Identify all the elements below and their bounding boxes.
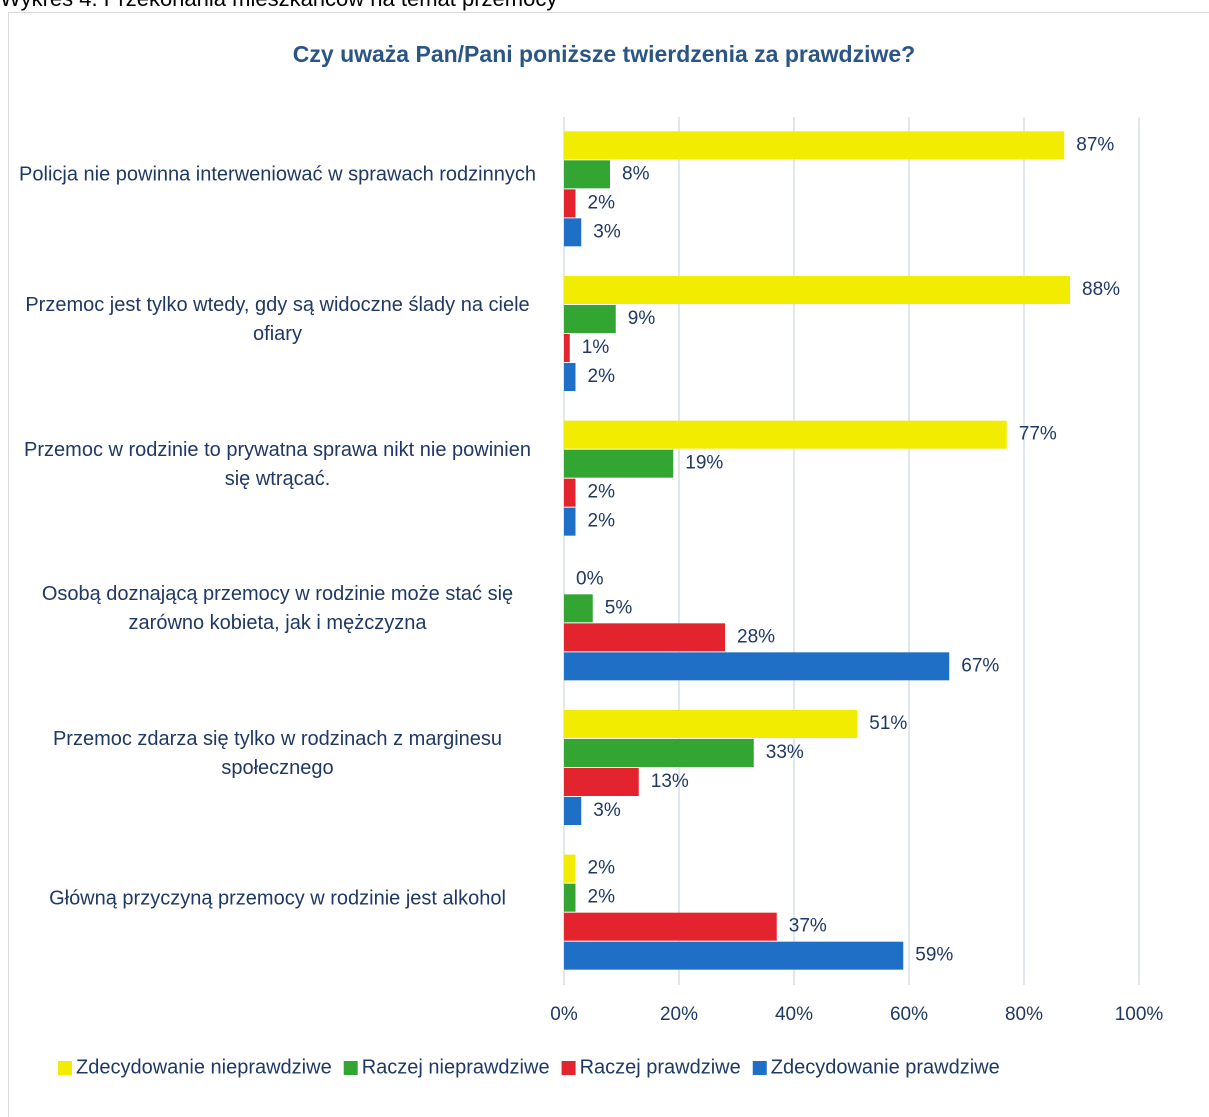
value-label: 88% bbox=[1082, 279, 1120, 300]
value-label: 2% bbox=[588, 366, 616, 387]
bar bbox=[564, 739, 754, 767]
legend-label: Raczej nieprawdziwe bbox=[362, 1056, 550, 1078]
bar bbox=[564, 189, 576, 218]
value-label: 77% bbox=[1019, 424, 1057, 445]
category-label: Przemoc zdarza się tylko w rodzinach z m… bbox=[52, 728, 503, 779]
bar bbox=[564, 768, 639, 796]
caption: Wykres 4. Przekonania mieszkańców na tem… bbox=[0, 0, 557, 12]
value-label: 2% bbox=[588, 511, 616, 532]
value-label: 33% bbox=[766, 742, 804, 763]
bar bbox=[564, 941, 904, 970]
legend-swatch bbox=[561, 1061, 576, 1075]
value-label: 5% bbox=[605, 597, 633, 618]
legend-swatch bbox=[752, 1061, 767, 1075]
value-label: 3% bbox=[593, 800, 621, 821]
value-label: 8% bbox=[622, 163, 650, 184]
legend-label: Zdecydowanie nieprawdziwe bbox=[76, 1056, 332, 1078]
x-tick-label: 20% bbox=[660, 1004, 698, 1025]
value-label: 2% bbox=[588, 858, 616, 879]
bar bbox=[564, 449, 674, 478]
chart-frame bbox=[8, 12, 1209, 1117]
value-label: 37% bbox=[789, 916, 827, 937]
category-label: Główną przyczyną przemocy w rodzinie jes… bbox=[49, 887, 506, 910]
category-label: Przemoc w rodzinie to prywatna sprawa ni… bbox=[24, 438, 531, 490]
bar bbox=[564, 883, 576, 912]
bar bbox=[564, 507, 576, 536]
bar bbox=[564, 854, 576, 883]
bar bbox=[564, 160, 610, 189]
category-label: Przemoc jest tylko wtedy, gdy są widoczn… bbox=[25, 294, 530, 345]
bar bbox=[564, 912, 777, 941]
bar bbox=[564, 420, 1007, 449]
value-label: 19% bbox=[685, 453, 723, 474]
chart-title: Czy uważa Pan/Pani poniższe twierdzenia … bbox=[293, 41, 915, 67]
value-label: 2% bbox=[588, 887, 616, 908]
x-tick-label: 100% bbox=[1115, 1004, 1164, 1025]
bar bbox=[564, 218, 582, 247]
legend-swatch bbox=[343, 1061, 358, 1075]
value-label: 28% bbox=[737, 626, 775, 647]
category-label: Osobą doznającą przemocy w rodzinie może… bbox=[41, 583, 514, 635]
bar bbox=[564, 594, 593, 623]
value-label: 9% bbox=[628, 308, 656, 329]
bar bbox=[564, 797, 582, 825]
legend-swatch bbox=[58, 1061, 72, 1075]
x-tick-label: 40% bbox=[775, 1004, 813, 1025]
bar bbox=[564, 334, 570, 362]
value-label: 0% bbox=[576, 568, 604, 589]
legend-label: Raczej prawdziwe bbox=[580, 1056, 741, 1078]
bar bbox=[564, 623, 725, 652]
value-label: 13% bbox=[651, 771, 689, 792]
value-label: 51% bbox=[869, 713, 907, 734]
bar bbox=[564, 710, 858, 738]
value-label: 87% bbox=[1076, 134, 1114, 155]
legend-label: Zdecydowanie prawdziwe bbox=[771, 1056, 1000, 1078]
value-label: 59% bbox=[915, 945, 953, 966]
bar bbox=[564, 305, 616, 333]
value-label: 1% bbox=[582, 337, 610, 358]
value-label: 2% bbox=[588, 482, 616, 503]
x-tick-label: 80% bbox=[1005, 1004, 1043, 1025]
bar bbox=[564, 131, 1065, 160]
x-tick-label: 60% bbox=[890, 1004, 928, 1025]
value-label: 67% bbox=[961, 655, 999, 676]
bar bbox=[564, 276, 1070, 304]
bar bbox=[564, 478, 576, 507]
value-label: 3% bbox=[593, 221, 621, 242]
x-tick-label: 0% bbox=[550, 1004, 578, 1025]
bar bbox=[564, 652, 950, 681]
bar bbox=[564, 363, 576, 391]
category-label: Policja nie powinna interweniować w spra… bbox=[19, 163, 536, 186]
value-label: 2% bbox=[588, 192, 616, 213]
